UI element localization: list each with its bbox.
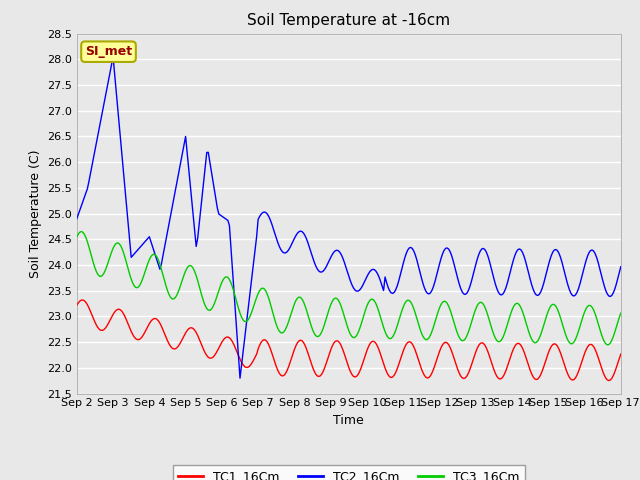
Y-axis label: Soil Temperature (C): Soil Temperature (C): [29, 149, 42, 278]
X-axis label: Time: Time: [333, 414, 364, 427]
Legend: TC1_16Cm, TC2_16Cm, TC3_16Cm: TC1_16Cm, TC2_16Cm, TC3_16Cm: [173, 465, 525, 480]
Title: Soil Temperature at -16cm: Soil Temperature at -16cm: [247, 13, 451, 28]
Text: SI_met: SI_met: [85, 45, 132, 58]
